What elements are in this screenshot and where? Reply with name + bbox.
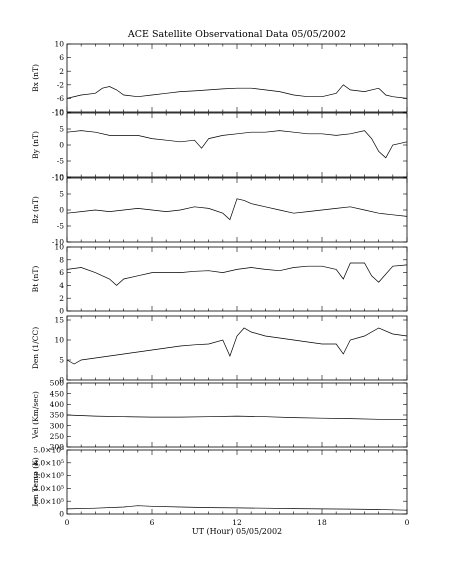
- panel-1: 10 5 0 -5 -10 By (nT): [31, 109, 408, 182]
- y-tick-label: 200: [50, 443, 65, 452]
- panel-frame: [66, 246, 408, 312]
- panel-frame: [66, 43, 408, 113]
- y-tick-label: 0: [59, 376, 64, 385]
- x-tick-label: 0: [405, 518, 410, 527]
- y-axis-label: Ion Temp (K): [31, 457, 40, 506]
- x-tick-label: 18: [317, 518, 327, 527]
- y-tick-label: 2: [59, 294, 64, 303]
- series-line: [66, 198, 408, 221]
- x-tick-label: 0: [65, 518, 70, 527]
- y-tick-label: 5: [59, 190, 64, 199]
- y-tick-label: 1.0×10⁵: [33, 497, 64, 506]
- y-tick-label: 5: [59, 356, 64, 365]
- panel-3: 10 8 6 4 2 0 Bt (nT): [31, 243, 408, 316]
- y-tick-label: 5.0×10⁵: [33, 446, 64, 455]
- panel-frame: [66, 112, 408, 178]
- y-tick-label: 10: [54, 336, 64, 345]
- y-tick-label: 400: [50, 400, 65, 409]
- y-tick-label: 15: [54, 316, 64, 325]
- series-line: [66, 84, 408, 99]
- y-tick-label: -2: [57, 80, 65, 89]
- y-tick-label: -10: [52, 238, 64, 247]
- panel-frame: [66, 177, 408, 243]
- series-line: [66, 505, 408, 511]
- x-tick-labels: 0 6 12 18 0: [65, 518, 410, 527]
- x-tick-label: 12: [232, 518, 242, 527]
- y-tick-label: 10: [54, 243, 64, 252]
- y-tick-label: 10: [54, 174, 64, 183]
- x-tick-label: 6: [150, 518, 155, 527]
- y-tick-label: 4.0×10⁵: [33, 458, 64, 467]
- panel-2: 10 5 0 -5 -10 Bz (nT): [31, 174, 408, 247]
- y-tick-label: 4: [59, 281, 64, 290]
- panel-0: 10 6 2 -2 -6 -10 Bx (nT): [31, 40, 408, 117]
- panel-frame: [66, 315, 408, 381]
- y-tick-label: 6: [59, 268, 64, 277]
- y-tick-label: 6: [59, 53, 64, 62]
- y-tick-label: 2.0×10⁵: [33, 484, 64, 493]
- y-tick-label: 2: [59, 67, 64, 76]
- panel-frame: [66, 449, 408, 515]
- y-tick-label: 300: [50, 421, 65, 430]
- panels-group: 10 6 2 -2 -6 -10 Bx (nT) 10 5 0 -5 -10 By (nT) 10 5 0 -5…: [31, 40, 408, 519]
- y-tick-label: 450: [50, 389, 65, 398]
- y-axis-label: Vel (Km/sec): [31, 391, 40, 440]
- series-line: [66, 327, 408, 365]
- y-tick-label: -6: [57, 94, 65, 103]
- y-tick-label: 500: [50, 379, 65, 388]
- y-tick-label: -10: [52, 108, 64, 117]
- panel-frame: [66, 382, 408, 448]
- y-tick-label: -5: [57, 157, 65, 166]
- y-tick-label: 0: [59, 141, 64, 150]
- y-tick-label: 5: [59, 125, 64, 134]
- y-axis-label: Bx (nT): [31, 64, 40, 92]
- y-tick-label: 10: [54, 40, 64, 49]
- y-tick-label: 0: [59, 510, 64, 519]
- y-tick-label: 350: [50, 411, 65, 420]
- y-axis-label: Den (1/CC): [31, 327, 40, 369]
- chart-title: ACE Satellite Observational Data 05/05/2…: [127, 29, 346, 40]
- series-line: [66, 130, 408, 159]
- y-axis-label: Bt (nT): [31, 266, 40, 293]
- y-tick-label: -10: [52, 173, 64, 182]
- panel-4: 15 10 5 0 Den (1/CC): [31, 315, 408, 385]
- y-tick-label: 0: [59, 307, 64, 316]
- y-axis-label: By (nT): [31, 131, 40, 159]
- series-line: [66, 414, 407, 420]
- y-axis-label: Bz (nT): [31, 196, 40, 224]
- y-tick-label: 10: [54, 109, 64, 118]
- y-tick-label: 3.0×10⁵: [33, 471, 64, 480]
- series-line: [66, 262, 408, 286]
- x-axis-label: UT (Hour) 05/05/2002: [192, 527, 282, 536]
- y-tick-label: 250: [50, 432, 65, 441]
- y-tick-label: -5: [57, 222, 65, 231]
- y-tick-label: 0: [59, 206, 64, 215]
- y-tick-label: 8: [59, 255, 64, 264]
- panel-6: 5.0×10⁵ 4.0×10⁵ 3.0×10⁵ 2.0×10⁵ 1.0×10⁵ 0 Ion …: [31, 446, 408, 519]
